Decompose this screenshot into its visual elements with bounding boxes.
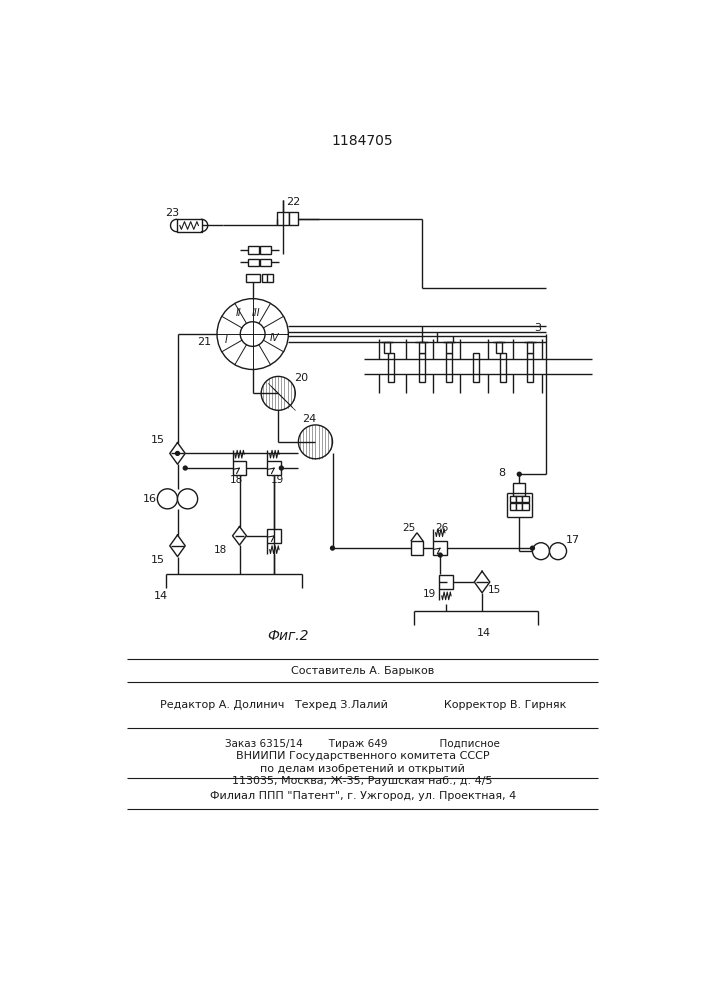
Text: 8: 8 <box>498 468 506 478</box>
Bar <box>473 353 479 382</box>
Text: 15: 15 <box>151 555 164 565</box>
Text: 18: 18 <box>230 475 243 485</box>
Text: 21: 21 <box>197 337 211 347</box>
Text: 15: 15 <box>151 435 164 445</box>
Text: Редактор А. Долинич   Техред З.Лалий                Корректор В. Гирняк: Редактор А. Долинич Техред З.Лалий Корре… <box>160 700 566 710</box>
Bar <box>233 461 247 475</box>
Circle shape <box>532 543 549 560</box>
Circle shape <box>298 425 332 459</box>
Bar <box>516 496 522 502</box>
Bar <box>177 219 201 232</box>
Bar <box>387 353 394 382</box>
Circle shape <box>279 466 284 470</box>
Bar <box>516 503 522 510</box>
Circle shape <box>175 451 180 455</box>
Circle shape <box>261 376 296 410</box>
Circle shape <box>331 546 334 550</box>
Text: II: II <box>236 308 242 318</box>
Text: 19: 19 <box>423 589 436 599</box>
Text: IV: IV <box>269 333 279 343</box>
Bar <box>247 274 260 282</box>
Text: 14: 14 <box>154 591 168 601</box>
Text: 24: 24 <box>302 414 316 424</box>
Text: 23: 23 <box>165 208 179 218</box>
Text: по делам изобретений и открытий: по делам изобретений и открытий <box>260 764 465 774</box>
Bar <box>267 461 281 475</box>
Bar <box>496 342 502 353</box>
Bar <box>262 274 273 282</box>
Bar <box>500 353 506 382</box>
Text: 15: 15 <box>488 585 501 595</box>
Bar <box>513 483 525 496</box>
Text: 1184705: 1184705 <box>332 134 394 148</box>
Text: 25: 25 <box>402 523 416 533</box>
Bar <box>289 212 298 225</box>
Bar <box>248 259 259 266</box>
Bar <box>510 503 516 510</box>
Text: Фиг.2: Фиг.2 <box>267 629 309 643</box>
Circle shape <box>438 553 442 557</box>
Text: Филиал ППП "Патент", г. Ужгород, ул. Проектная, 4: Филиал ППП "Патент", г. Ужгород, ул. Про… <box>209 791 516 801</box>
Bar <box>267 529 281 543</box>
Bar <box>248 246 259 254</box>
Bar <box>276 212 289 225</box>
Bar <box>384 342 390 353</box>
Text: ВНИИПИ Государственного комитета СССР: ВНИИПИ Государственного комитета СССР <box>236 751 489 761</box>
Bar <box>522 503 529 510</box>
Circle shape <box>240 322 265 346</box>
Circle shape <box>530 546 534 550</box>
Bar <box>445 342 452 353</box>
Text: 3: 3 <box>534 323 542 333</box>
Circle shape <box>549 543 566 560</box>
Text: Составитель А. Барыков: Составитель А. Барыков <box>291 666 434 676</box>
Text: 18: 18 <box>214 545 228 555</box>
Text: 14: 14 <box>477 628 491 638</box>
Text: 26: 26 <box>435 523 448 533</box>
Circle shape <box>518 472 521 476</box>
Bar <box>510 496 516 502</box>
Bar <box>440 575 453 589</box>
Bar <box>260 246 271 254</box>
Circle shape <box>177 489 198 509</box>
Text: 17: 17 <box>566 535 580 545</box>
Bar <box>445 353 452 382</box>
Circle shape <box>217 299 288 369</box>
Text: 19: 19 <box>271 475 284 485</box>
Bar <box>419 353 425 382</box>
Text: 20: 20 <box>294 373 308 383</box>
Circle shape <box>158 489 177 509</box>
Bar <box>527 342 533 353</box>
Text: 22: 22 <box>286 197 300 207</box>
Bar <box>411 541 423 555</box>
Bar <box>527 353 533 382</box>
Text: I: I <box>225 335 228 345</box>
Text: III: III <box>252 308 260 318</box>
Bar <box>260 259 271 266</box>
Bar <box>419 342 425 353</box>
Text: 16: 16 <box>143 494 156 504</box>
Text: 113035, Москва, Ж-35, Раушская наб., д. 4/5: 113035, Москва, Ж-35, Раушская наб., д. … <box>233 776 493 786</box>
Bar <box>433 541 448 555</box>
Bar <box>522 496 529 502</box>
Text: Заказ 6315/14        Тираж 649                Подписное: Заказ 6315/14 Тираж 649 Подписное <box>226 739 500 749</box>
Circle shape <box>183 466 187 470</box>
